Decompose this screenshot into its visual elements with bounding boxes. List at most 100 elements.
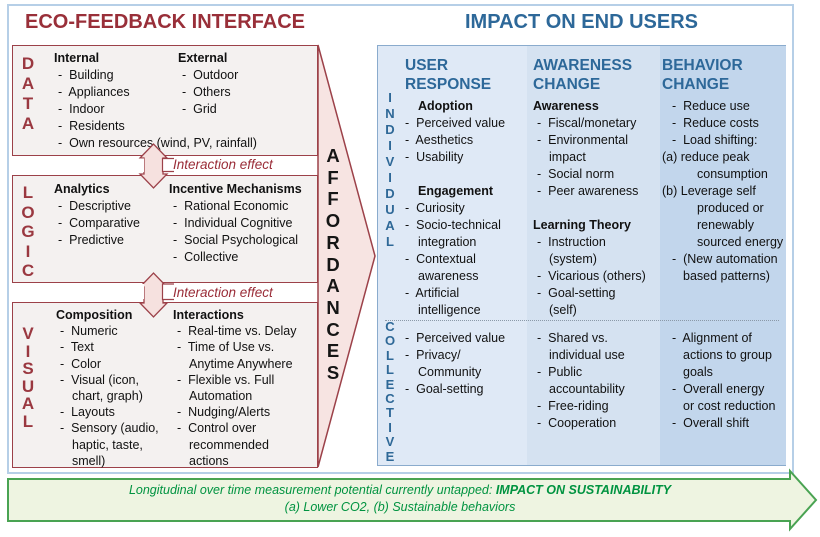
list-item: - Nudging/Alerts xyxy=(177,405,271,420)
list-item: - Individual Cognitive xyxy=(173,216,293,230)
list-item: - Indoor xyxy=(58,102,105,116)
list-item: - Load shifting: xyxy=(672,133,758,147)
vertical-letter: A xyxy=(21,394,35,414)
list-item: - Alignment of xyxy=(672,331,752,345)
list-item: - Sensory (audio, xyxy=(60,421,159,436)
list-heading: Internal xyxy=(54,51,100,65)
list-item: - Collective xyxy=(173,250,239,264)
awareness-change-individual-list: Awareness - Fiscal/monetary - Environmenta… xyxy=(533,98,660,319)
list-item: - Overall energy xyxy=(672,382,765,396)
vertical-letter: E xyxy=(385,376,395,392)
list-item: accountability xyxy=(549,382,625,396)
interaction-effect-label-bottom: Interaction effect xyxy=(173,285,273,300)
list-item: - Shared vs. xyxy=(537,331,608,345)
behavior-change-individual-list: - Reduce use - Reduce costs - Load shiftin… xyxy=(662,98,784,285)
visual-interactions-list: Interactions - Real-time vs. Delay - Time … xyxy=(173,307,317,469)
list-item: haptic, taste, xyxy=(72,437,143,452)
list-item: - Overall shift xyxy=(672,416,750,430)
list-item: Community xyxy=(418,365,482,379)
list-item: based patterns) xyxy=(683,269,770,283)
user-response-collective-list: - Perceived value - Privacy/Community - Go… xyxy=(405,330,531,398)
logic-incentive-list: Incentive Mechanisms - Rational Economic -… xyxy=(169,181,317,266)
list-item: or cost reduction xyxy=(683,399,776,413)
list-item: - Socio-technical xyxy=(405,218,501,232)
vertical-letter: I xyxy=(25,341,31,361)
vertical-letter: G xyxy=(21,222,35,242)
list-heading: Incentive Mechanisms xyxy=(169,182,302,196)
list-item: - Goal-setting xyxy=(537,286,616,300)
interaction-arrow-top xyxy=(126,143,174,189)
list-item: - Outdoor xyxy=(182,68,239,82)
list-item: - Visual (icon, xyxy=(60,372,139,387)
banner-line-2: (a) Lower CO2, (b) Sustainable behaviors xyxy=(284,500,516,514)
individual-collective-divider xyxy=(385,320,779,321)
data-external-list: External - Outdoor - Others - Grid xyxy=(178,50,316,118)
list-item: - Environmental xyxy=(537,133,629,147)
list-item: - Privacy/ xyxy=(405,348,461,362)
list-item: actions xyxy=(189,453,229,468)
list-heading: Composition xyxy=(56,308,133,322)
list-item: sourced energy xyxy=(697,235,784,249)
vertical-letter: L xyxy=(22,411,34,431)
list-item: - Reduce costs xyxy=(672,116,759,130)
vertical-letter: N xyxy=(326,296,340,318)
list-item: - Artificial xyxy=(405,286,460,300)
vertical-letter: V xyxy=(385,434,395,450)
vertical-letter: F xyxy=(327,166,339,188)
impact-on-end-users-title: IMPACT ON END USERS xyxy=(465,11,698,33)
list-heading: Adoption xyxy=(418,99,473,113)
visual-composition-list: Composition - Numeric - Text - Color - Visua… xyxy=(56,307,171,469)
list-item: - Others xyxy=(182,85,231,99)
list-item: - Real-time vs. Delay xyxy=(177,324,297,339)
vertical-letter: I xyxy=(388,170,392,185)
vertical-letter: I xyxy=(388,138,392,153)
eco-feedback-interface-title: ECO-FEEDBACK INTERFACE xyxy=(24,11,305,33)
list-item: - Curiosity xyxy=(405,201,465,215)
vertical-letter: T xyxy=(386,405,394,421)
list-heading: External xyxy=(178,51,228,65)
list-item: - Grid xyxy=(182,102,217,116)
list-item: (system) xyxy=(549,252,597,266)
vertical-letter: L xyxy=(386,347,394,363)
vertical-letter: C xyxy=(385,319,395,334)
list-item: - Comparative xyxy=(58,216,140,230)
list-item: produced or xyxy=(697,201,764,215)
list-item: - Fiscal/monetary xyxy=(537,116,637,130)
sustainability-banner-text: Longitudinal over time measurement poten… xyxy=(30,482,770,516)
list-item: (b) Leverage self xyxy=(662,184,756,198)
logic-analytics-list: Analytics - Descriptive - Comparative - Pre… xyxy=(54,181,166,249)
list-item: (self) xyxy=(549,303,577,317)
list-item: - Reduce use xyxy=(672,99,750,113)
vertical-letter: D xyxy=(21,54,35,73)
vertical-letter: D xyxy=(326,253,340,275)
data-internal-list: Internal - Building - Appliances - Indoor - … xyxy=(54,50,314,152)
affordances-arrow-shape xyxy=(317,44,376,468)
list-item xyxy=(405,166,531,183)
vertical-letter: A xyxy=(385,218,395,233)
vertical-letter: A xyxy=(21,74,35,93)
vertical-letter: R xyxy=(326,231,340,253)
list-item: - Predictive xyxy=(58,233,124,247)
list-heading: Analytics xyxy=(54,182,110,196)
vertical-letter: S xyxy=(22,359,34,379)
vertical-letter: S xyxy=(326,362,340,384)
interaction-arrow-bottom xyxy=(126,272,174,318)
list-item: - Social norm xyxy=(537,167,615,181)
list-item: chart, graph) xyxy=(72,389,143,404)
vertical-letter: O xyxy=(21,202,35,222)
list-item: - Contextual xyxy=(405,252,476,266)
list-heading: Interactions xyxy=(173,308,244,322)
list-item: - (New automation xyxy=(672,252,778,266)
list-item: - Goal-setting xyxy=(405,382,484,396)
awareness-change-collective-list: - Shared vs. individual use - Public accoun… xyxy=(533,330,660,432)
list-item: Automation xyxy=(189,389,253,404)
user-response-individual-list: Adoption - Perceived value - Aesthetics - U… xyxy=(405,98,531,319)
vertical-letter: C xyxy=(326,318,340,340)
vertical-letter: I xyxy=(388,419,392,435)
